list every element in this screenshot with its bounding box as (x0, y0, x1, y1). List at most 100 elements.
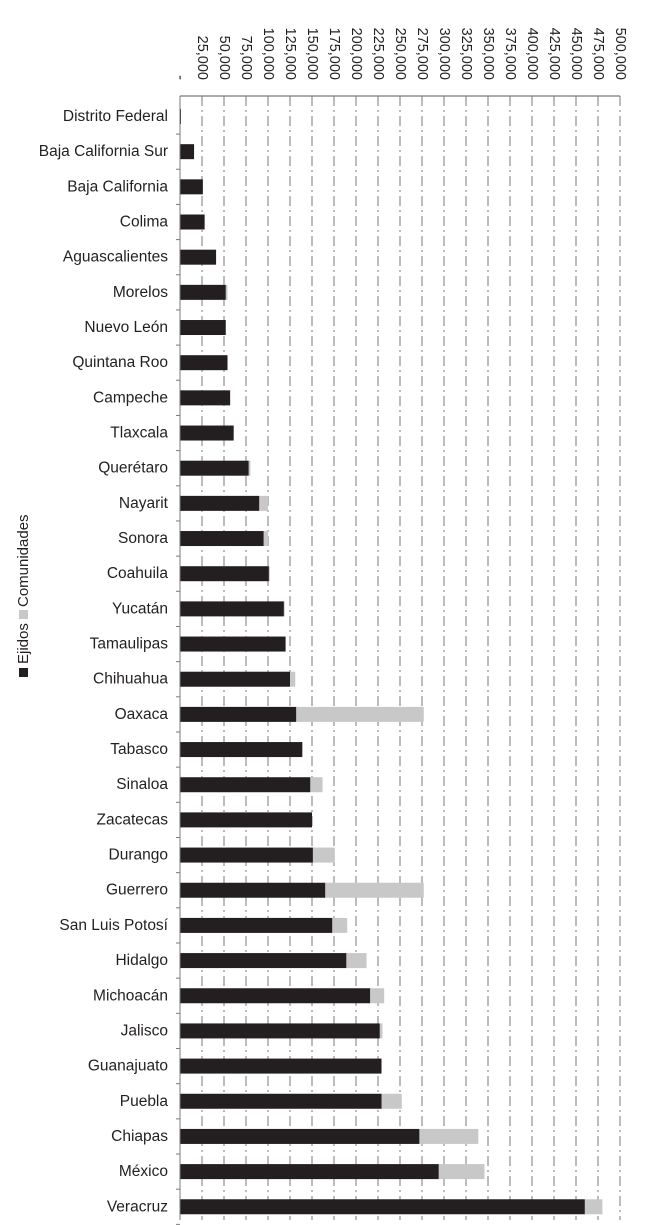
category-label: Coahuila (107, 565, 169, 582)
bar-comunidades (296, 706, 424, 722)
category-label: Morelos (113, 284, 168, 301)
tick-label: 150,000 (304, 28, 320, 80)
tick-label: 425,000 (546, 28, 562, 80)
bar-ejidos (180, 636, 286, 652)
bars (180, 109, 603, 1215)
bar-comunidades (268, 566, 270, 582)
grid-lines (201, 96, 621, 1220)
bar-ejidos (180, 284, 226, 300)
bar-comunidades (438, 1164, 485, 1180)
tick-label: 475,000 (590, 28, 606, 80)
tick-label: 375,000 (502, 28, 518, 80)
bar-comunidades (332, 917, 348, 933)
bar-comunidades (310, 777, 323, 793)
bar-ejidos (180, 214, 205, 230)
category-label: San Luis Potosí (59, 917, 168, 934)
bar-ejidos (180, 460, 249, 476)
bar-ejidos (180, 249, 217, 265)
tick-label: 75,000 (238, 36, 254, 80)
bar-ejidos (180, 531, 264, 547)
bar-ejidos (180, 179, 203, 195)
category-label: Tlaxcala (110, 425, 168, 442)
bar-ejidos (180, 988, 371, 1004)
category-label: Colima (120, 214, 169, 231)
tick-label: 325,000 (458, 28, 474, 80)
tick-label: 200,000 (348, 28, 364, 80)
tick-labels: - 25,000 50,000 75,000 100,000 125,000 150,000… (172, 28, 628, 81)
bar-ejidos (180, 847, 313, 863)
category-label: Chiapas (111, 1128, 168, 1145)
bar-ejidos (180, 671, 290, 687)
bar-comunidades (283, 601, 285, 617)
value-axis (176, 95, 620, 1225)
bar-ejidos (180, 917, 333, 933)
bar-ejidos (180, 882, 326, 898)
tick-label: 450,000 (568, 28, 584, 80)
tick-label: - (172, 75, 188, 80)
bar-ejidos (180, 777, 311, 793)
category-label: Sonora (118, 530, 168, 547)
tick-label: 275,000 (414, 28, 430, 80)
bar-comunidades (381, 1093, 402, 1109)
tick-label: 300,000 (436, 28, 452, 80)
bar-comunidades (370, 988, 385, 1004)
tick-label: 225,000 (370, 28, 386, 80)
category-label: México (119, 1163, 168, 1180)
category-label: Querétaro (98, 460, 168, 477)
category-label: Zacatecas (96, 811, 168, 828)
bar-ejidos (180, 706, 297, 722)
bar-ejidos (180, 953, 347, 969)
bar-ejidos (180, 1093, 382, 1109)
bar-ejidos (180, 566, 269, 582)
category-label: Baja California Sur (39, 143, 168, 160)
tick-label: 250,000 (392, 28, 408, 80)
category-label: Durango (109, 847, 168, 864)
legend-label-ejidos: Ejidos (15, 623, 32, 664)
category-label: Veracruz (107, 1198, 168, 1215)
category-label: Sinaloa (116, 776, 168, 793)
tick-label: 400,000 (524, 28, 540, 80)
bar-ejidos (180, 355, 228, 371)
category-label: Baja California (67, 178, 168, 195)
tick-label: 125,000 (282, 28, 298, 80)
category-label: Quintana Roo (72, 354, 168, 371)
bar-ejidos (180, 144, 195, 160)
bar-ejidos (180, 1199, 585, 1215)
bar-ejidos (180, 1058, 382, 1074)
bar-ejidos (180, 1128, 420, 1144)
category-label: Nayarit (119, 495, 169, 512)
category-label: Oaxaca (115, 706, 169, 723)
legend-swatch-comunidades (19, 610, 28, 619)
category-label: Guanajuato (88, 1058, 168, 1075)
category-label: Nuevo León (84, 319, 168, 336)
bar-comunidades (225, 284, 228, 300)
category-label: Guerrero (106, 882, 168, 899)
category-label: Hidalgo (115, 952, 168, 969)
bar-comunidades (584, 1199, 603, 1215)
bar-comunidades (346, 953, 367, 969)
category-label: Yucatán (112, 600, 168, 617)
legend: Ejidos Comunidades (15, 514, 32, 677)
category-labels: Distrito Federal Baja California Sur Baja … (39, 108, 169, 1215)
bar-ejidos (180, 390, 231, 406)
tick-label: 50,000 (216, 36, 232, 80)
category-label: Campeche (93, 389, 168, 406)
bar-comunidades (290, 671, 296, 687)
legend-label-comunidades: Comunidades (15, 514, 32, 607)
bar-ejidos (180, 742, 303, 758)
bar-ejidos (180, 1023, 380, 1039)
category-label: Aguascalientes (63, 249, 168, 266)
category-label: Chihuahua (93, 671, 168, 688)
tick-label: 350,000 (480, 28, 496, 80)
category-label: Tabasco (110, 741, 168, 758)
tick-label: 100,000 (260, 28, 276, 80)
category-label: Distrito Federal (63, 108, 168, 125)
bar-ejidos (180, 601, 284, 617)
bar-comunidades (248, 460, 251, 476)
bar-comunidades (419, 1128, 479, 1144)
tick-label: 25,000 (194, 36, 210, 80)
bar-ejidos (180, 425, 234, 441)
legend-swatch-ejidos (19, 668, 28, 677)
bar-ejidos (180, 320, 226, 336)
